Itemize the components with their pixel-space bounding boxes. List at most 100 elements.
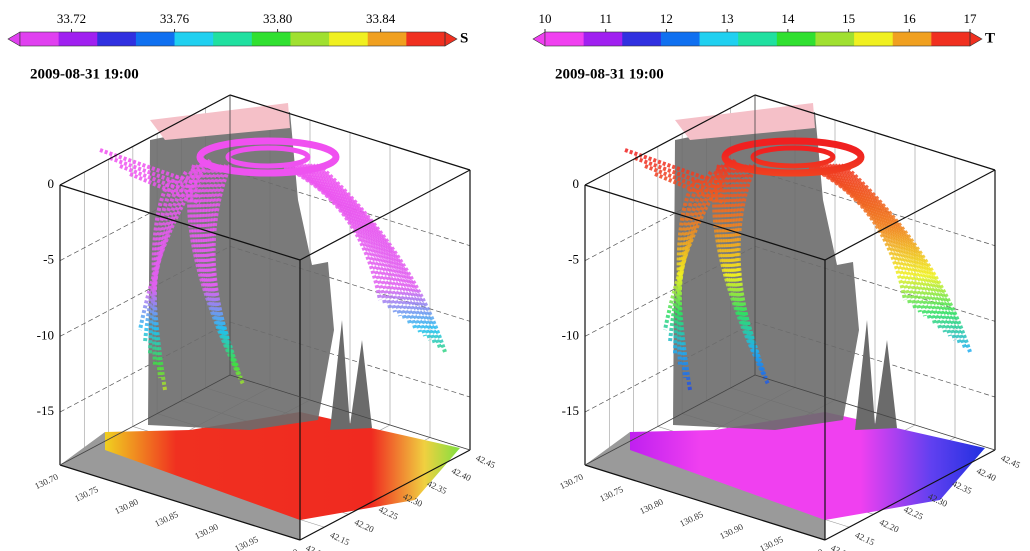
trajectory [668,162,729,343]
colorbar-tick-label: 10 [539,11,552,26]
colorbar-segment [290,32,330,46]
box-edge [229,374,471,451]
box-edge [299,169,471,261]
colorbar-segment [367,32,407,46]
bottom-slice [105,412,460,520]
colorbar-segment [583,32,623,46]
colorbar-segment [97,32,137,46]
colorbar-frame [19,31,446,47]
colorbar-segment [329,32,369,46]
colorbar-segment [58,32,98,46]
trajectory [827,163,947,333]
bottom-slice [630,412,985,520]
land-top [150,103,290,140]
trajectory [202,164,235,355]
box-edge [59,184,301,261]
colorbar-segment [545,32,585,46]
land-top [675,103,815,140]
box-edge [229,94,471,171]
box-edge [584,464,826,541]
trajectory [99,148,201,187]
box-edge [754,94,996,171]
y-tick-label: 42.45 [474,453,497,471]
y-tick-label: 42.20 [878,517,901,535]
y-tick-label: 42.20 [353,517,376,535]
colorbar-segment [135,32,176,46]
colorbar-segment [892,32,932,46]
y-tick-label: 42.40 [975,465,998,483]
trajectory [308,163,432,341]
trajectory-ring [225,145,311,169]
trajectory [293,163,407,321]
terrain-peaks [330,320,372,430]
y-tick-label: 42.45 [999,453,1022,471]
y-tick-label: 42.15 [329,530,352,548]
box-edge [824,449,996,541]
trajectory [724,164,762,361]
x-tick-label: 130.80 [113,496,140,516]
colorbar-segment [406,32,446,46]
trajectory [138,158,212,331]
floor-land [60,432,300,540]
trajectory [810,163,917,309]
z-tick-label: -5 [568,252,579,267]
trajectory-ring [196,137,340,177]
colorbar-segment [815,32,855,46]
trajectory-ring [750,145,836,169]
x-tick-label: 130.90 [193,521,220,541]
trajectory-ring [721,137,865,177]
box-edge [299,449,471,541]
trajectory [282,163,387,305]
x-tick-label: 130.70 [33,471,60,491]
x-tick-label: 131.00 [798,546,825,551]
colorbar-tick-label: 33.76 [160,11,190,26]
colorbar-tick-label: 33.84 [366,11,396,26]
box-edge [584,184,826,261]
colorbar-tick-label: 33.72 [57,11,86,26]
colorbar-label: T [985,30,995,46]
x-tick-label: 130.70 [558,471,585,491]
z-tick-label: 0 [573,176,580,191]
colorbar-tick-label: 16 [903,11,917,26]
y-tick-label: 42.25 [902,504,925,522]
colorbar-segment [622,32,662,46]
trajectory [807,163,912,305]
box-edge [754,374,996,451]
y-tick-label: 42.25 [377,504,400,522]
y-tick-label: 42.30 [401,491,424,509]
trajectory [842,163,972,353]
trajectory [302,163,422,333]
trajectory [815,163,927,317]
colorbar-tick-label: 15 [842,11,855,26]
colorbar-tick-label: 11 [599,11,612,26]
floor-land [585,432,825,540]
colorbar-frame [544,31,971,47]
panel: 10 11 12 13 14 15 16 17 T 2009-08-31 19:00 0 -5 -10 -… [532,11,1022,551]
trajectory [654,172,726,205]
trajectory [839,163,967,349]
trajectory [624,148,726,187]
colorbar-segment [174,32,214,46]
trajectory [644,164,726,199]
trajectory [143,162,204,343]
y-tick-label: 42.10 [829,543,852,551]
box-edge [59,94,231,186]
panel: 33.72 33.76 33.80 33.84 S 2009-08-31 19:00 0 -5… [7,11,497,551]
trajectory [663,158,737,331]
z-tick-label: -15 [562,403,579,418]
colorbar-segment [738,32,778,46]
colorbar-tick-label: 13 [721,11,734,26]
terrain-peaks [855,320,897,430]
z-tick-label: -5 [43,252,54,267]
colorbar-segment [854,32,894,46]
box-edge [59,374,231,466]
colorbar-label: S [460,30,468,46]
z-tick-label: -15 [37,403,54,418]
y-tick-label: 42.35 [951,478,974,496]
panel-title: 2009-08-31 19:00 [555,66,664,82]
y-tick-label: 42.15 [854,530,877,548]
colorbar-segment [931,32,971,46]
trajectory [187,164,245,385]
x-tick-label: 130.75 [73,484,100,504]
